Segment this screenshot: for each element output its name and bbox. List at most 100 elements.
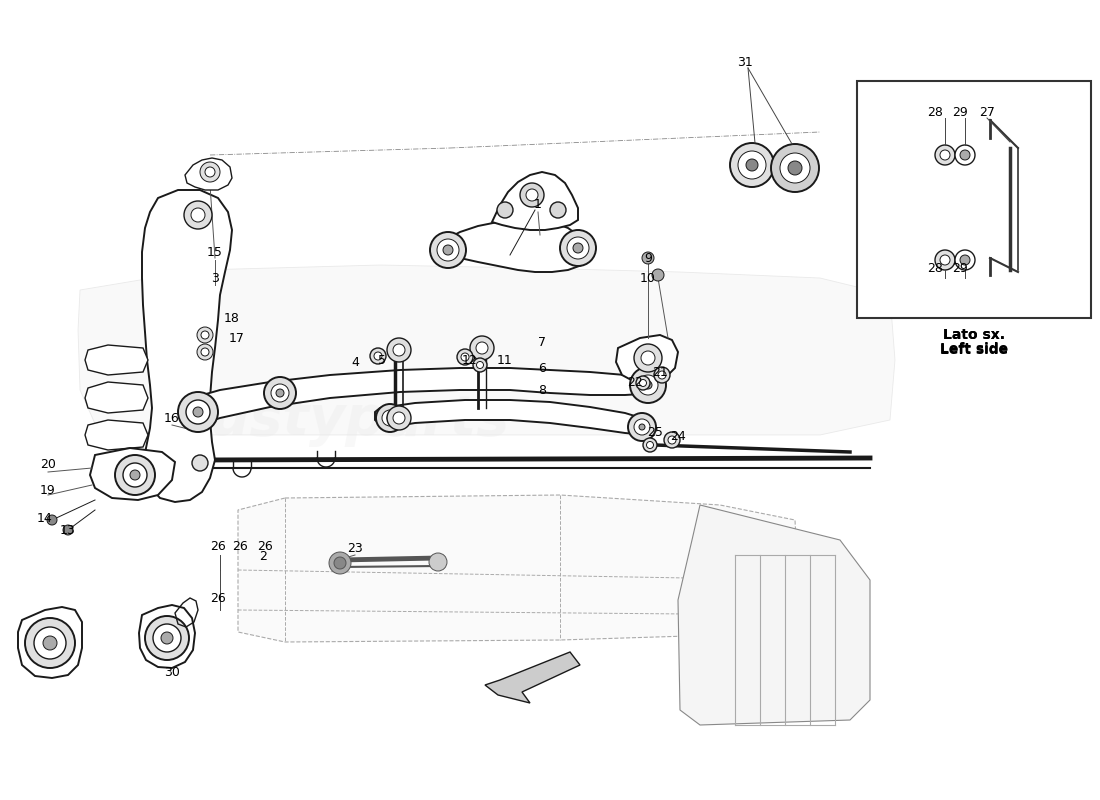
Text: 1: 1 [535, 198, 542, 211]
Text: 6: 6 [538, 362, 546, 374]
Circle shape [197, 344, 213, 360]
Circle shape [276, 389, 284, 397]
Circle shape [641, 351, 654, 365]
Text: 7: 7 [538, 337, 546, 350]
Circle shape [387, 415, 393, 421]
Text: 23: 23 [348, 542, 363, 554]
Text: 12: 12 [462, 354, 477, 366]
Text: 19: 19 [40, 483, 56, 497]
Text: 16: 16 [164, 411, 180, 425]
Circle shape [955, 145, 975, 165]
Text: 14: 14 [37, 511, 53, 525]
Text: 31: 31 [737, 57, 752, 70]
Circle shape [638, 375, 658, 395]
Circle shape [43, 636, 57, 650]
Circle shape [393, 344, 405, 356]
Text: Lato sx.: Lato sx. [943, 328, 1005, 342]
Circle shape [780, 153, 810, 183]
Circle shape [636, 376, 650, 390]
Text: 28: 28 [927, 106, 943, 118]
Circle shape [63, 525, 73, 535]
Circle shape [644, 381, 652, 389]
Text: 28: 28 [927, 262, 943, 274]
Text: 20: 20 [40, 458, 56, 471]
Circle shape [654, 367, 670, 383]
Circle shape [476, 362, 484, 369]
Polygon shape [85, 420, 148, 450]
Circle shape [437, 239, 459, 261]
Circle shape [161, 632, 173, 644]
Circle shape [123, 463, 147, 487]
Polygon shape [78, 265, 895, 435]
Polygon shape [185, 158, 232, 190]
Circle shape [473, 358, 487, 372]
Circle shape [393, 412, 405, 424]
Text: 3: 3 [211, 271, 219, 285]
Circle shape [387, 338, 411, 362]
Circle shape [960, 255, 970, 265]
Polygon shape [90, 448, 175, 500]
Circle shape [940, 255, 950, 265]
Circle shape [178, 392, 218, 432]
Polygon shape [180, 368, 658, 428]
Circle shape [201, 331, 209, 339]
Circle shape [630, 367, 666, 403]
Circle shape [25, 618, 75, 668]
Circle shape [955, 250, 975, 270]
Circle shape [329, 552, 351, 574]
Circle shape [935, 145, 955, 165]
Text: 10: 10 [640, 271, 656, 285]
Text: 2: 2 [260, 550, 267, 563]
Circle shape [186, 400, 210, 424]
Text: 15: 15 [207, 246, 223, 258]
Circle shape [370, 348, 386, 364]
Circle shape [560, 230, 596, 266]
Text: Lato sx.: Lato sx. [943, 328, 1005, 342]
Circle shape [201, 348, 209, 356]
Circle shape [644, 438, 657, 452]
Circle shape [634, 419, 650, 435]
Text: 22: 22 [627, 375, 642, 389]
Text: 21: 21 [652, 366, 668, 378]
Text: 18: 18 [224, 311, 240, 325]
Circle shape [47, 515, 57, 525]
Circle shape [387, 406, 411, 430]
Circle shape [200, 162, 220, 182]
Polygon shape [616, 335, 678, 383]
Circle shape [550, 202, 566, 218]
Circle shape [376, 404, 404, 432]
Text: 26: 26 [257, 541, 273, 554]
Circle shape [639, 424, 645, 430]
Circle shape [788, 161, 802, 175]
Circle shape [771, 144, 820, 192]
Text: 25: 25 [647, 426, 663, 438]
Circle shape [664, 432, 680, 448]
Polygon shape [492, 172, 578, 230]
Circle shape [668, 436, 676, 444]
Text: 9: 9 [645, 251, 652, 265]
Circle shape [470, 336, 494, 360]
Circle shape [429, 553, 447, 571]
Circle shape [130, 470, 140, 480]
Circle shape [382, 410, 398, 426]
Circle shape [192, 455, 208, 471]
Polygon shape [18, 607, 82, 678]
Circle shape [940, 150, 950, 160]
Polygon shape [485, 652, 580, 703]
Circle shape [960, 150, 970, 160]
Circle shape [374, 352, 382, 360]
Text: 27: 27 [979, 106, 994, 118]
Circle shape [153, 624, 182, 652]
Text: 26: 26 [232, 541, 248, 554]
Circle shape [476, 342, 488, 354]
Circle shape [730, 143, 774, 187]
Circle shape [634, 344, 662, 372]
Circle shape [264, 377, 296, 409]
Circle shape [652, 269, 664, 281]
Text: 29: 29 [953, 262, 968, 274]
Polygon shape [238, 495, 800, 642]
Circle shape [573, 243, 583, 253]
Circle shape [520, 183, 544, 207]
Circle shape [497, 202, 513, 218]
Text: 29: 29 [953, 106, 968, 118]
